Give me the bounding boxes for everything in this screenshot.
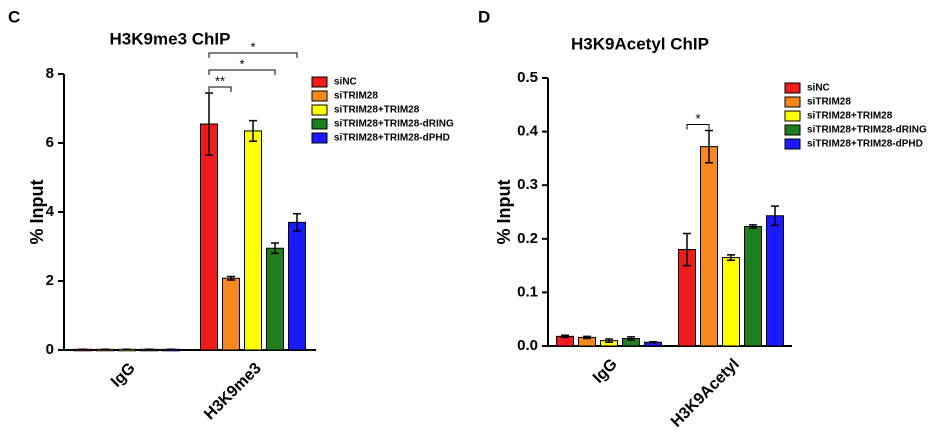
legend-swatch	[311, 118, 328, 130]
error-bar	[627, 336, 635, 341]
significance-bracket	[208, 52, 298, 58]
legend-label: siTRIM28+TRIM28-dPHD	[807, 139, 923, 150]
legend-swatch	[784, 96, 801, 108]
y-tick-label: 0.2	[517, 230, 538, 247]
y-tick-label: 0.0	[517, 337, 538, 354]
error-bar	[705, 129, 713, 164]
legend-swatch	[311, 132, 328, 144]
y-tick-label: 2	[46, 272, 54, 289]
bar	[766, 215, 784, 347]
y-tick-label: 0.4	[517, 123, 539, 140]
y-tick-label: 4	[46, 203, 55, 220]
legend-swatch	[784, 110, 801, 122]
y-tick-label: 6	[46, 134, 54, 151]
legend-label: siTRIM28+TRIM28-dPHD	[334, 133, 450, 144]
x-tick-label: H3K9Acetyl	[668, 356, 743, 431]
error-bar	[205, 92, 213, 156]
error-bar	[771, 205, 779, 227]
y-tick-label: 8	[46, 65, 54, 82]
y-axis-label: % Input	[27, 180, 47, 245]
bar	[722, 257, 740, 347]
legend-label: siNC	[334, 77, 357, 88]
error-bar	[561, 334, 569, 339]
bar	[700, 146, 718, 347]
x-tick-label: IgG	[108, 360, 139, 391]
panel-label: C	[8, 7, 20, 26]
y-axis-label: % Input	[494, 180, 514, 245]
y-tick-label: 0.1	[517, 283, 538, 300]
legend-label: siTRIM28	[807, 97, 851, 108]
chart-title: H3K9me3 ChIP	[110, 29, 231, 48]
legend-swatch	[784, 82, 801, 94]
legend-label: siTRIM28+TRIM28	[807, 111, 893, 122]
legend-label: siTRIM28+TRIM28-dRING	[807, 125, 927, 136]
y-tick-label: 0.5	[517, 69, 538, 86]
significance-bracket	[686, 124, 710, 130]
chart-title: H3K9Acetyl ChIP	[571, 34, 709, 53]
error-bar	[605, 338, 613, 343]
y-tick-label: 0.3	[517, 176, 538, 193]
significance-label: *	[239, 56, 244, 71]
error-bar	[583, 335, 591, 340]
legend-swatch	[784, 138, 801, 150]
error-bar	[683, 232, 691, 267]
legend-swatch	[311, 104, 328, 116]
x-tick-label: H3K9me3	[201, 360, 265, 424]
bar	[222, 277, 240, 351]
y-tick-label: 0	[46, 341, 54, 358]
bar	[288, 221, 306, 351]
error-bar	[727, 254, 735, 261]
x-tick-label: IgG	[590, 356, 621, 387]
significance-label: *	[695, 111, 700, 126]
legend-label: siNC	[807, 83, 830, 94]
legend-label: siTRIM28	[334, 91, 378, 102]
significance-bracket	[208, 86, 232, 92]
significance-label: **	[215, 73, 225, 88]
bar	[266, 247, 284, 351]
bar	[744, 225, 762, 347]
legend-swatch	[784, 124, 801, 136]
legend-label: siTRIM28+TRIM28	[334, 105, 420, 116]
bar	[244, 130, 262, 351]
significance-bracket	[208, 69, 276, 75]
legend-swatch	[311, 76, 328, 88]
bar	[200, 123, 218, 351]
legend-label: siTRIM28+TRIM28-dRING	[334, 119, 454, 130]
error-bar	[749, 224, 757, 229]
error-bar	[227, 275, 235, 281]
legend-swatch	[311, 90, 328, 102]
error-bar	[271, 242, 279, 255]
panel-label: D	[478, 7, 490, 26]
error-bar	[293, 212, 301, 232]
significance-label: *	[250, 39, 255, 54]
error-bar	[649, 340, 657, 344]
error-bar	[249, 119, 257, 143]
